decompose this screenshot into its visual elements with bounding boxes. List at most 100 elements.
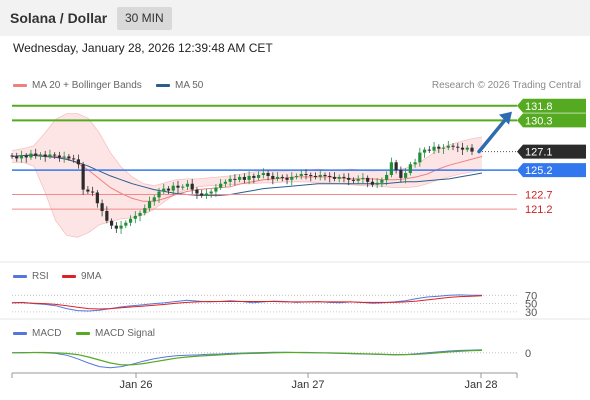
candle [109, 218, 114, 230]
candle-body [114, 225, 118, 229]
instrument-title: Solana / Dollar [10, 10, 108, 26]
candle [233, 174, 237, 186]
candle [147, 196, 152, 212]
price-tag-label: 121.2 [525, 204, 553, 216]
candle [366, 175, 370, 188]
candle [347, 173, 351, 186]
candle [427, 146, 431, 154]
price-tag [517, 113, 586, 128]
candle [228, 175, 232, 187]
candle [422, 147, 427, 158]
candle [418, 147, 422, 167]
candle [351, 177, 356, 184]
candle [304, 169, 308, 180]
candle-body [422, 149, 427, 153]
candle-body [195, 189, 199, 194]
candle [34, 148, 38, 159]
candle [413, 158, 417, 168]
price-level-121.2: 121.2 [12, 204, 553, 216]
candle-body [105, 211, 109, 221]
projection-arrow [477, 115, 509, 154]
candle [223, 179, 228, 188]
candle [10, 153, 14, 159]
candle-body [404, 173, 408, 178]
candle-body [138, 212, 142, 216]
datetime-stamp: Wednesday, January 28, 2026 12:39:48 AM … [13, 41, 273, 55]
candle-body [86, 189, 90, 192]
rsi-level-label: 30 [525, 307, 537, 319]
candle [124, 220, 128, 229]
candle-body [375, 182, 379, 185]
candle-body [271, 175, 275, 179]
candle-body [366, 177, 370, 182]
candle-body [15, 156, 19, 159]
candle [185, 180, 190, 191]
candle-body [95, 192, 99, 204]
legend-bollinger: MA 20 + Bollinger Bands [13, 80, 142, 91]
candle [190, 178, 194, 194]
candle [389, 157, 393, 178]
candle-body [432, 146, 436, 151]
ma20-line [11, 154, 483, 202]
candle [323, 172, 327, 181]
candle [53, 152, 57, 159]
candle [62, 151, 66, 163]
candle-body [318, 174, 322, 177]
candle [15, 152, 19, 162]
candle [152, 194, 156, 206]
candle-body [285, 177, 289, 180]
candle [446, 140, 450, 151]
ma50-line [11, 155, 483, 196]
candle [451, 143, 455, 151]
candle-body [219, 183, 223, 188]
candle-body [347, 177, 351, 180]
candle-body [252, 175, 256, 178]
candle [81, 161, 85, 195]
candle [133, 211, 137, 224]
candle-body [185, 183, 190, 187]
candle [162, 183, 166, 194]
candle-body [451, 145, 455, 147]
candle [441, 144, 446, 155]
candle-body [446, 145, 450, 148]
candle [128, 215, 133, 227]
price-tag-label: 122.7 [525, 189, 553, 201]
candle-body [418, 152, 422, 163]
candle [271, 172, 275, 185]
candle [157, 187, 161, 203]
macd-swatch [13, 331, 27, 335]
candle-body [53, 154, 57, 156]
candle-body [399, 170, 403, 178]
candle-body [81, 164, 85, 190]
header-bar: Solana / Dollar 30 MIN [0, 0, 590, 36]
candle-body [304, 174, 308, 175]
candle [209, 189, 213, 198]
candle [181, 184, 185, 191]
bollinger-swatch [13, 83, 27, 87]
candle-body [157, 191, 161, 198]
bollinger-lower-line [12, 161, 483, 238]
candle-body [233, 178, 237, 180]
time-tick-label: Jan 26 [119, 379, 152, 391]
candle [408, 161, 412, 176]
candle-body [72, 158, 76, 160]
candle-body [91, 191, 95, 193]
candle-body [323, 174, 327, 176]
candle-body [294, 175, 299, 177]
rsi-line [11, 294, 482, 312]
candle [214, 184, 218, 197]
candle-body [152, 197, 156, 202]
candle-body [299, 174, 303, 176]
candle-body [328, 175, 332, 177]
candle-body [266, 173, 270, 176]
candle [299, 170, 303, 180]
candle [91, 186, 95, 196]
timeframe-button[interactable]: 30 MIN [117, 7, 172, 30]
candle [380, 177, 384, 188]
candle [460, 142, 465, 155]
candle-body [67, 156, 71, 159]
price-level-130.3: 130.3 [12, 113, 586, 128]
candle-body [465, 147, 469, 150]
candle-body [76, 159, 80, 165]
candle-body [176, 185, 180, 188]
